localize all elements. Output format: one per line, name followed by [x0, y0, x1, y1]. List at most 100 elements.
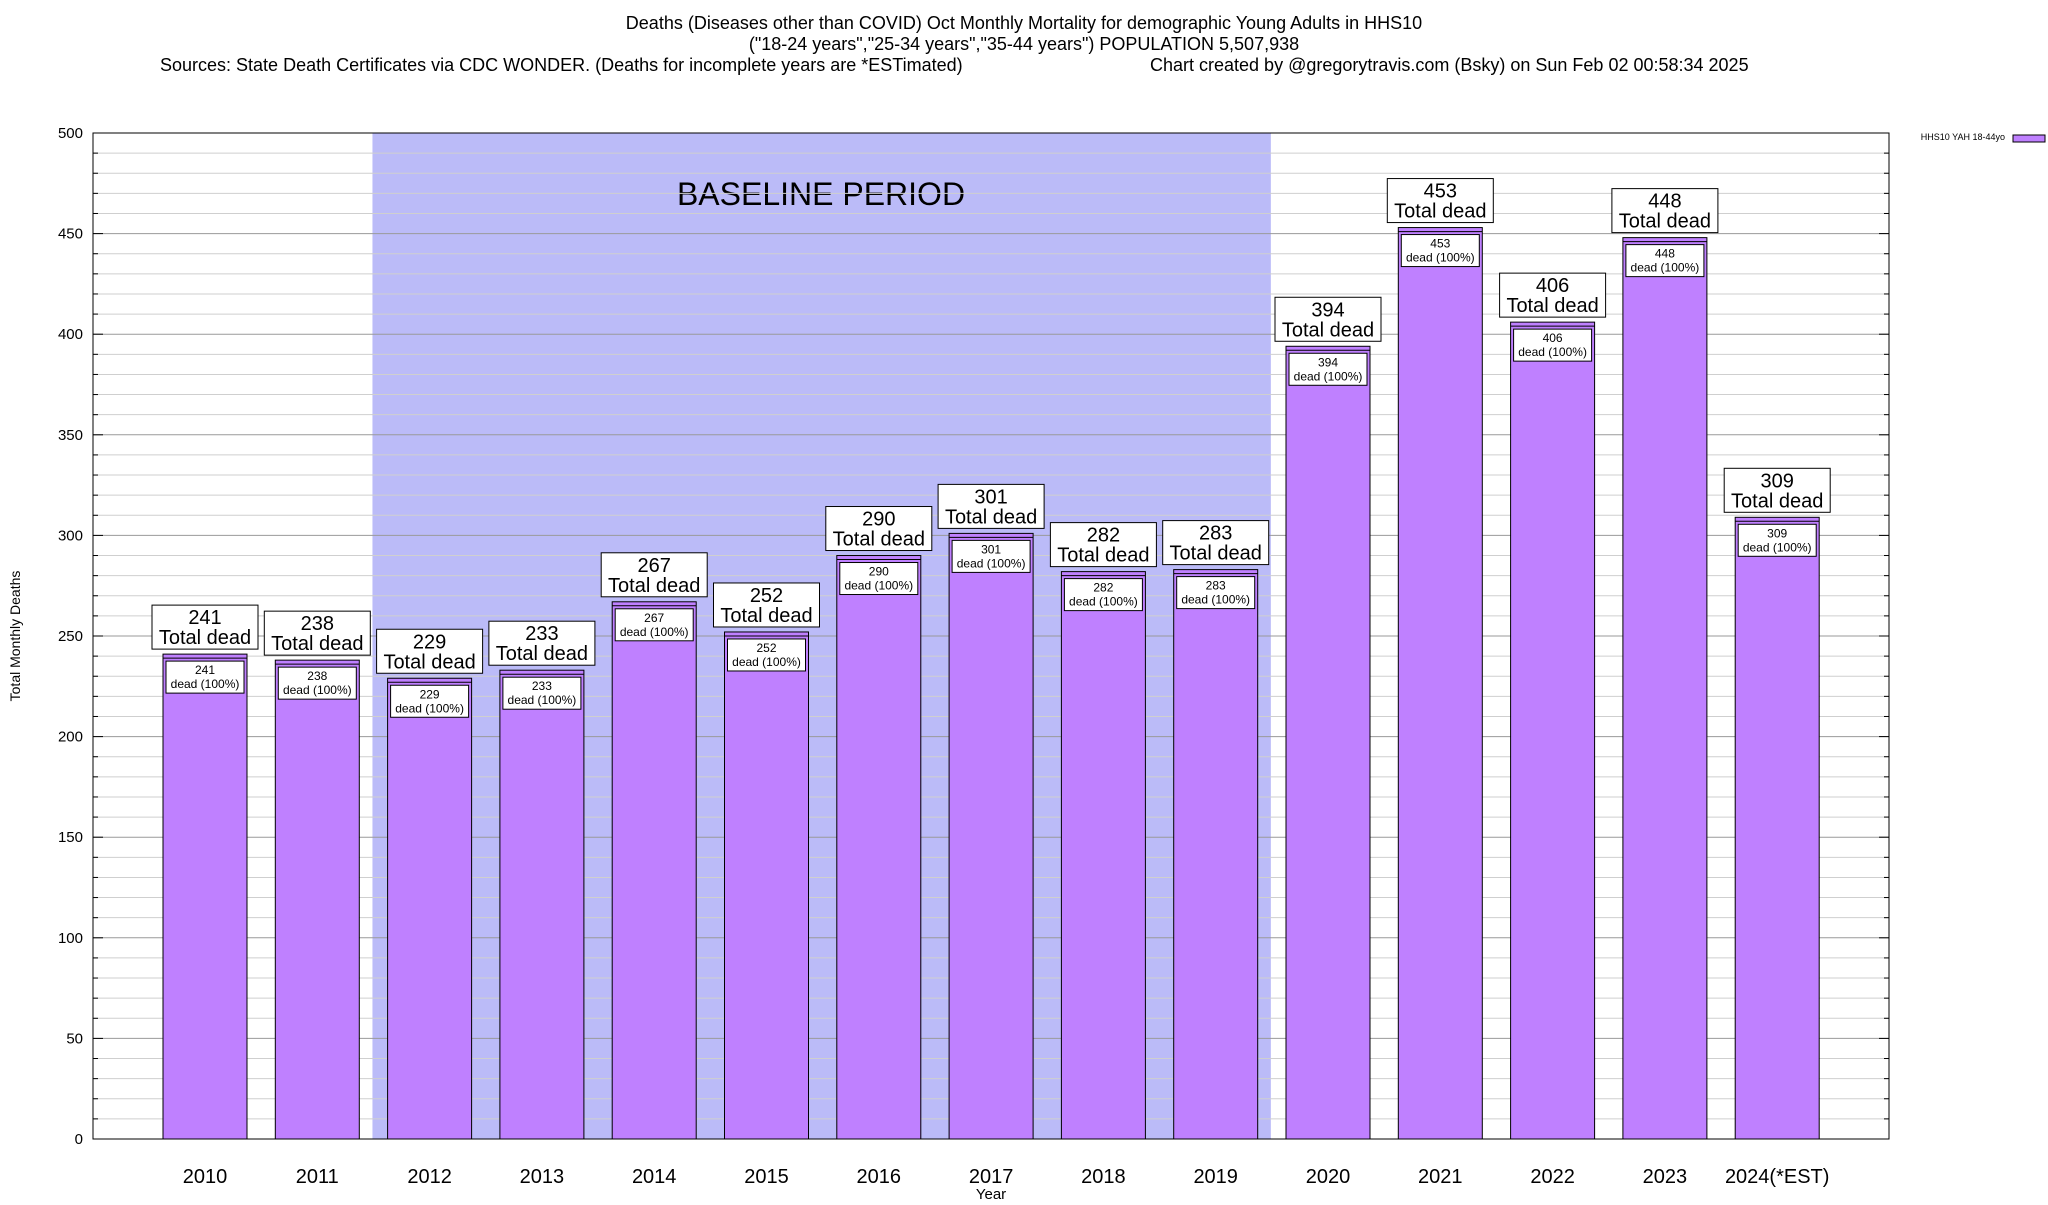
bar-inner-label-value: 283	[1206, 579, 1226, 593]
bar	[724, 631, 809, 1140]
bar-total-label-suffix: Total dead	[1170, 543, 1262, 565]
bar-inner-label-value: 301	[981, 542, 1001, 556]
bar-inner-label-value: 252	[756, 641, 776, 655]
bar-total-label-box	[1723, 467, 1831, 513]
bar	[836, 555, 922, 1140]
bar-total-label-value: 267	[638, 555, 671, 577]
x-tick-label: 2014	[632, 1166, 677, 1188]
bar	[611, 601, 697, 1140]
bar-inner-label-value: 282	[1093, 581, 1113, 595]
bar	[274, 659, 360, 1140]
x-tick-label: 2023	[1643, 1166, 1688, 1188]
bar-inner-label-suffix: dead (100%)	[1631, 261, 1700, 275]
bar	[1622, 237, 1708, 1140]
y-tick-label: 200	[58, 729, 83, 746]
bar	[1734, 516, 1820, 1140]
legend-entry-label: HHS10 YAH 18-44yo	[1921, 132, 2005, 142]
y-tick-label: 400	[58, 326, 83, 343]
y-tick-label: 100	[58, 930, 83, 947]
x-tick-label: 2017	[969, 1166, 1014, 1188]
baseline-period-label: BASELINE PERIOD	[677, 176, 965, 212]
bar-inner-label-suffix: dead (100%)	[1406, 251, 1475, 265]
y-axis-label: Total Monthly Deaths	[7, 571, 23, 702]
bar	[387, 677, 473, 1140]
bar-inner-label-value: 229	[420, 687, 440, 701]
bar-inner-label-box	[502, 676, 582, 710]
bar-total-label-value: 238	[301, 613, 334, 635]
bar	[1173, 569, 1259, 1140]
bar-total-label-box	[151, 604, 259, 650]
bar-inner-label-box	[1513, 328, 1593, 362]
bar-inner-label-suffix: dead (100%)	[1743, 540, 1812, 554]
bar-inner-label-box	[727, 638, 806, 672]
bar-total-label-value: 290	[862, 509, 895, 531]
bars-layer	[162, 227, 1820, 1140]
bar	[1285, 345, 1371, 1140]
bar-inner-label-box	[1400, 234, 1480, 268]
bar-total-label-box	[825, 506, 933, 552]
bar	[1510, 321, 1596, 1140]
bar-inner-label-box	[1288, 352, 1368, 386]
x-tick-label: 2016	[857, 1166, 902, 1188]
bar-total-label-value: 394	[1311, 299, 1344, 321]
bar-inner-label-value: 309	[1767, 526, 1787, 540]
y-axis: 0 50 100 150 200 250 300 350 400 450 500	[58, 125, 1889, 1148]
x-tick-label: 2024(*EST)	[1725, 1166, 1830, 1188]
legend: HHS10 YAH 18-44yo	[1921, 132, 2046, 143]
x-tick-label: 2018	[1081, 1166, 1126, 1188]
bar-total-label-value: 453	[1424, 181, 1457, 203]
bar-inner-label-value: 406	[1543, 331, 1563, 345]
bar-total-label-box	[488, 620, 596, 666]
bar	[162, 653, 248, 1140]
chart-sources: Sources: State Death Certificates via CD…	[160, 55, 963, 75]
bar	[1060, 571, 1146, 1140]
bar-inner-label-box	[1737, 523, 1817, 557]
x-tick-label: 2022	[1530, 1166, 1575, 1188]
bar-inner-label-value: 290	[869, 565, 889, 579]
bar-total-label-suffix: Total dead	[496, 643, 588, 665]
bar	[948, 532, 1034, 1140]
bar-total-label-suffix: Total dead	[1619, 211, 1711, 233]
bar-inner-label-suffix: dead (100%)	[171, 677, 240, 691]
bar-total-label-value: 309	[1761, 470, 1794, 492]
bar-total-label-suffix: Total dead	[383, 651, 475, 673]
bar	[499, 669, 585, 1140]
bar-inner-label-box	[277, 666, 357, 700]
bar-inner-label-suffix: dead (100%)	[1069, 595, 1138, 609]
y-tick-label: 50	[66, 1030, 83, 1047]
bar-inner-label-suffix: dead (100%)	[508, 693, 577, 707]
bar-total-label-suffix: Total dead	[1731, 490, 1823, 512]
y-tick-label: 450	[58, 226, 83, 243]
bar-total-label-value: 229	[413, 631, 446, 653]
x-tick-label: 2013	[520, 1166, 565, 1188]
bar-total-label-box	[600, 552, 708, 598]
bar-total-label-suffix: Total dead	[1394, 201, 1486, 223]
bar-total-label-suffix: Total dead	[271, 633, 363, 655]
bar-inner-label-box	[1176, 576, 1256, 610]
bar-inner-label-value: 448	[1655, 247, 1675, 261]
bar-total-label-value: 241	[188, 607, 221, 629]
bar-inner-label-box	[1063, 578, 1143, 612]
bar-total-label-suffix: Total dead	[1506, 295, 1598, 317]
bar-total-label-value: 283	[1199, 523, 1232, 545]
bar-total-label-value: 406	[1536, 275, 1569, 297]
bar-total-label-box	[1499, 272, 1607, 318]
bar-total-label-suffix: Total dead	[720, 605, 812, 627]
chart-title-line-2: ("18-24 years","25-34 years","35-44 year…	[749, 34, 1299, 54]
x-tick-label: 2019	[1193, 1166, 1238, 1188]
bar-inner-label-suffix: dead (100%)	[957, 556, 1026, 570]
bar-total-label-box	[1274, 296, 1382, 342]
bar-total-label-value: 282	[1087, 525, 1120, 547]
x-tick-label: 2021	[1418, 1166, 1463, 1188]
bar-inner-label-box	[614, 608, 694, 642]
bar-inner-label-box	[951, 539, 1031, 573]
bar-inner-label-box	[390, 684, 470, 718]
y-tick-label: 350	[58, 427, 83, 444]
bar-inner-label-value: 238	[307, 669, 327, 683]
bar-inner-label-value: 241	[195, 663, 215, 677]
bar-inner-label-box	[839, 562, 919, 596]
bar-total-label-value: 233	[525, 623, 558, 645]
chart-title-line-1: Deaths (Diseases other than COVID) Oct M…	[626, 13, 1422, 33]
